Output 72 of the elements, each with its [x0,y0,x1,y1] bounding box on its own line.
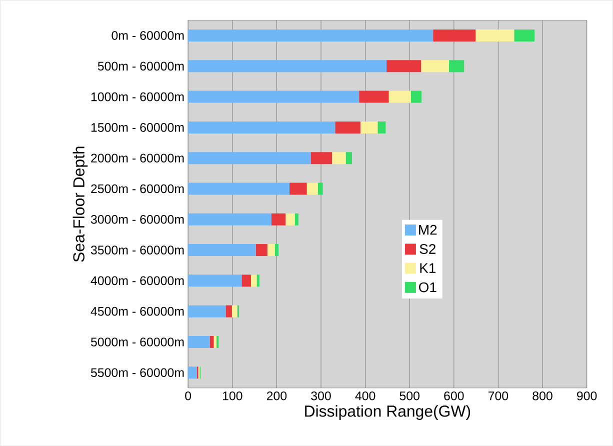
bar [388,90,411,103]
y-tick-label: 2000m - 60000m [91,154,184,162]
y-tick-label: 5000m - 60000m [90,338,184,346]
y-tick-label: 5500m - 60000m [90,368,184,377]
bar [433,29,476,42]
bar [410,90,422,103]
bar [216,336,219,348]
y-tick-label: 1000m - 60000m [91,92,184,102]
bar [310,152,332,164]
y-tick-label: 4500m - 60000m [90,306,184,316]
bar [476,29,514,42]
bar [188,121,336,134]
y-tick-label: 4000m - 60000m [90,276,184,286]
bar [306,182,318,195]
bar [210,336,214,348]
y-tick-label: 3500m - 60000m [90,246,184,254]
bar [271,213,286,226]
bar [188,244,256,256]
bar [335,121,360,134]
x-tick-label: 800 [532,391,552,400]
bar [267,244,275,256]
bar [449,60,464,72]
bar [232,305,238,318]
x-tick-label: 100 [222,391,242,400]
bar [346,152,352,164]
bar [188,90,360,103]
x-tick-label: 500 [400,391,420,400]
bar [188,336,210,348]
x-tick-label: 900 [577,391,597,400]
bar [242,274,251,287]
x-axis-title: Dissipation Range(GW) [305,405,470,420]
x-tick-label: 300 [311,391,331,400]
legend-label: S2 [420,244,436,254]
bar [290,182,307,195]
x-tick-label: 400 [355,391,376,400]
bar [514,29,535,42]
bar [188,305,226,318]
bar [386,60,422,72]
bar [188,182,290,195]
bar [250,274,257,287]
bar [188,366,197,379]
y-axis-title: Sea-Floor Depth [72,146,88,262]
legend-label: M2 [419,224,437,235]
bar [274,244,278,256]
bar [378,121,386,134]
y-tick-label: 1500m - 60000m [91,123,184,132]
bar [188,274,242,287]
x-tick-label: 700 [488,391,508,400]
bar [188,152,311,164]
bar [360,121,378,134]
y-tick-label: 2500m - 60000m [91,184,184,194]
legend-label: O1 [418,282,436,292]
bar [188,60,387,72]
bar [188,29,434,42]
bar [421,60,450,72]
bar [332,152,346,164]
legend-label: K1 [420,263,436,273]
y-tick-label: 500m - 60000m [98,62,184,71]
y-tick-label: 3000m - 60000m [90,214,184,224]
bar [256,244,268,256]
bar [359,90,389,103]
x-tick-label: 200 [266,391,287,400]
bar [256,274,260,287]
bar [286,213,295,226]
x-tick-label: 600 [444,391,464,400]
bar [214,336,216,348]
bar [294,213,298,226]
y-tick-label: 0m - 60000m [112,31,184,40]
bar [226,305,232,318]
bar [188,213,272,226]
x-tick-label: 0 [185,391,192,400]
bar [318,182,323,195]
